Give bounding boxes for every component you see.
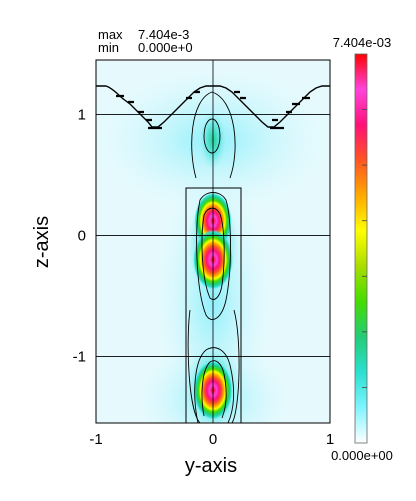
- colorbar-min-label: 0.000e+00: [331, 448, 393, 463]
- max-label: max: [98, 27, 123, 42]
- x-tick-label: -1: [89, 431, 102, 448]
- contour-guide-outer: [196, 192, 231, 320]
- min-label: min: [98, 40, 119, 55]
- max-value: 7.404e-3: [138, 27, 189, 42]
- colorbar: 7.404e-03 0.000e+00: [331, 35, 393, 463]
- contour-top-outer: [191, 91, 236, 179]
- plot-frame: [95, 59, 331, 424]
- y-tick-label: 0: [78, 227, 86, 244]
- colorbar-max-label: 7.404e-03: [333, 35, 392, 50]
- colorbar-ticks: [362, 109, 367, 388]
- x-tick-label: 0: [209, 431, 217, 448]
- y-tick-labels: 1 0 -1: [73, 106, 86, 365]
- contour-bottom-mid: [201, 360, 227, 419]
- x-tick-label: 1: [326, 431, 334, 448]
- surface-profile: [96, 85, 330, 128]
- contour-guide-mid: [201, 207, 225, 300]
- min-value: 0.000e+0: [138, 40, 193, 55]
- contour-layer: [187, 91, 240, 423]
- colorbar-bar: [354, 53, 368, 444]
- contour-bottom-outer: [194, 347, 235, 423]
- surface-steps: [116, 90, 310, 130]
- plot-area: [95, 59, 331, 424]
- y-axis-label: z-axis: [31, 216, 53, 268]
- y-tick-label: -1: [73, 348, 86, 365]
- contour-top-inner: [203, 118, 221, 154]
- x-axis-label: y-axis: [185, 455, 237, 477]
- x-tick-labels: -1 0 1: [89, 431, 334, 448]
- y-tick-label: 1: [78, 106, 86, 123]
